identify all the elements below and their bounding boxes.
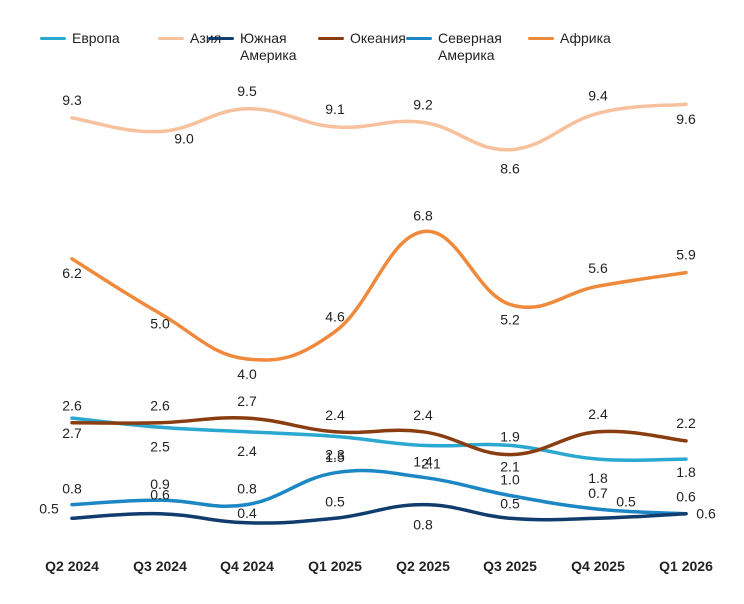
data-label: 4.0 (237, 366, 257, 382)
series-line (70, 229, 688, 362)
legend-swatch (158, 37, 184, 40)
series-line (70, 102, 688, 152)
data-label: 2.5 (150, 438, 170, 454)
data-label-layer: 2.7 2.5 2.4 2.3 2.1 2.1 1.8 1.8 9.3 9.0 9.5 9.1 9.2 8… (39, 83, 716, 533)
x-axis: Q2 2024 Q3 2024 Q4 2024 Q1 2025 Q2 2025 Q3 20… (45, 558, 713, 574)
data-label: 5.6 (588, 260, 608, 276)
x-tick-label: Q3 2025 (483, 558, 537, 574)
data-label: 9.3 (62, 92, 82, 108)
data-label: 9.5 (237, 83, 257, 99)
data-label: 9.2 (413, 96, 433, 112)
data-label: 4.6 (325, 309, 345, 325)
series-line (70, 468, 688, 516)
data-label: 1.5 (325, 449, 345, 465)
data-label: 9.4 (588, 87, 608, 103)
data-label: 2.1 (500, 458, 520, 474)
legend-swatch (528, 37, 554, 40)
x-tick-label: Q3 2024 (133, 558, 187, 574)
x-tick-label: Q4 2024 (220, 558, 274, 574)
x-tick-label: Q1 2025 (308, 558, 362, 574)
data-label: 1.0 (500, 472, 520, 488)
legend-swatch (318, 37, 344, 40)
x-tick-label: Q2 2025 (396, 558, 450, 574)
data-label: 0.8 (237, 481, 257, 497)
data-label: 0.5 (325, 493, 345, 509)
data-label: 2.4 (325, 407, 345, 423)
series-layer (70, 102, 688, 525)
data-label: 9.0 (174, 131, 194, 147)
legend-swatch (40, 37, 66, 40)
data-label: 2.4 (237, 443, 257, 459)
data-label: 0.8 (62, 481, 82, 497)
data-label: 0.6 (150, 487, 170, 503)
x-tick-label: Q2 2024 (45, 558, 99, 574)
x-tick-label: Q4 2025 (571, 558, 625, 574)
legend-label: Европа (72, 30, 120, 46)
series-line (70, 502, 688, 525)
data-label: 6.2 (62, 265, 82, 281)
data-label: 0.6 (696, 506, 716, 522)
data-label: 6.8 (413, 208, 433, 224)
series-line (70, 416, 688, 457)
data-label: 8.6 (500, 161, 520, 177)
data-label: 1.8 (676, 464, 696, 480)
legend-label: Северная Америка (438, 30, 502, 63)
data-label: 2.6 (150, 398, 170, 414)
data-label: 0.5 (500, 495, 520, 511)
legend-swatch (406, 37, 432, 40)
data-label: 0.5 (616, 493, 636, 509)
data-label: 2.7 (237, 393, 257, 409)
data-label: 0.5 (39, 500, 59, 516)
data-label: 2.4 (588, 406, 608, 422)
data-label: 2.4 (413, 407, 433, 423)
data-label: 0.4 (237, 505, 257, 521)
data-label: 0.7 (588, 485, 608, 501)
data-label: 9.1 (325, 101, 345, 117)
data-label: 2.2 (676, 415, 696, 431)
legend-label: Азия (190, 30, 222, 46)
data-label: 0.6 (676, 489, 696, 505)
data-label: 5.9 (676, 247, 696, 263)
legend-swatch (208, 37, 234, 40)
data-label: 9.6 (676, 111, 696, 127)
data-label: 2.3 (325, 446, 345, 462)
legend: Европа Азия Южная Америка Океания Северная А… (40, 30, 740, 70)
data-label: 5.0 (150, 316, 170, 332)
series-line (70, 416, 688, 463)
data-label: 1.9 (500, 429, 520, 445)
data-label: 0.9 (150, 476, 170, 492)
data-label: 2.6 (62, 398, 82, 414)
x-tick-label: Q1 2026 (659, 558, 713, 574)
legend-label: Африка (560, 30, 611, 46)
data-label: 5.2 (500, 311, 520, 327)
data-label: 1.8 (588, 470, 608, 486)
legend-label: Южная Америка (240, 30, 297, 63)
data-label: 1.4 (413, 453, 433, 469)
data-label: 0.8 (413, 517, 433, 533)
data-label: 2.7 (62, 425, 82, 441)
data-label: 2.1 (421, 455, 441, 471)
legend-label: Океания (350, 30, 406, 46)
